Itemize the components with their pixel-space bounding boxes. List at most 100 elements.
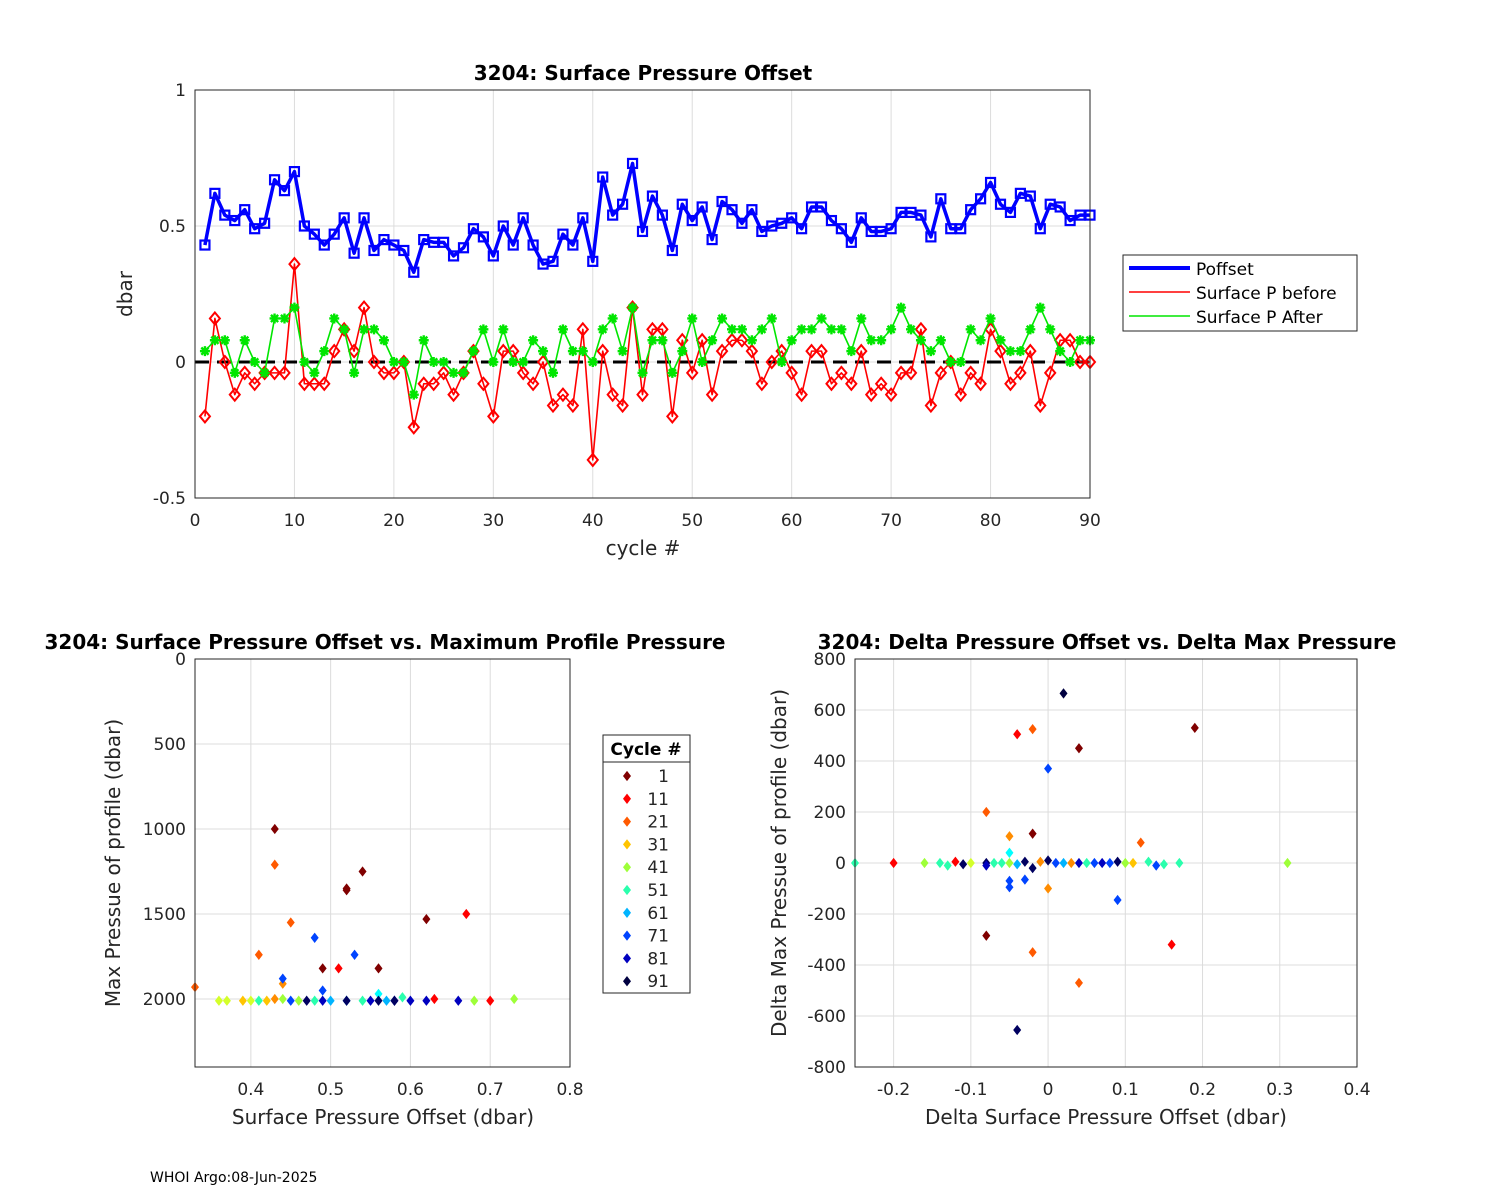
surface-p-after-point [836,324,847,335]
surface-p-after-point [995,335,1006,346]
poffset-point [1054,201,1066,213]
poffset-point [318,239,330,251]
cycle-legend-label: 91 [647,972,669,992]
top-y-axis-label: dbar [113,270,137,317]
cycle-legend-marker [622,793,632,804]
surface-p-before-point [238,365,252,381]
delta-scatter-point [1098,857,1107,869]
cycle-legend-label: 1 [658,767,669,787]
delta-scatter-point [1044,855,1053,866]
poffset-point [885,223,897,235]
delta-scatter-point [1028,862,1037,874]
bottom-right-x-axis-label: Delta Surface Pressure Offset (dbar) [925,1105,1287,1129]
poffset-point [229,214,241,227]
surface-p-after-point [667,367,678,378]
poffset-point [239,204,251,216]
top-x-tick-label: 50 [681,511,703,531]
surface-p-before-point [795,387,808,403]
scatter-point [422,995,431,1006]
poffset-point [676,198,688,210]
bottom-left-y-tick-label: 0 [175,650,186,670]
poffset-point [1034,223,1046,235]
surface-p-after-point [617,346,628,357]
poffset-point [408,266,420,278]
surface-p-after-point [1005,346,1016,357]
surface-p-after-point [199,346,210,357]
legend-label-surface-p-after: Surface P After [1196,308,1323,328]
bottom-left-y-tick-label: 2000 [143,990,186,1010]
surface-p-before-point [586,452,600,468]
scatter-point [318,963,327,974]
surface-p-after-point [637,367,648,378]
poffset-point [358,212,370,224]
cycle-legend-marker [622,907,632,918]
surface-p-before-point [636,387,649,403]
scatter-point [286,995,295,1006]
cycle-legend-marker [622,884,632,896]
surface-p-after-point [428,357,439,367]
scatter-point [350,949,359,960]
surface-p-before-point [1043,365,1057,381]
poffset-point [547,255,559,267]
bottom-left-points [190,823,519,1006]
poffset-point [666,244,678,257]
scatter-point [398,992,407,1003]
surface-p-after-point [657,335,668,346]
surface-p-after-point [1055,346,1066,357]
surface-p-after-point [906,324,916,335]
surface-p-after-point [259,367,270,378]
top-axes-box [194,89,1091,499]
surface-p-after-point [349,367,360,378]
surface-p-after-point [746,335,757,346]
poffset-point [259,217,271,229]
scatter-point [286,917,295,928]
surface-p-before-point [487,408,500,424]
top-x-tick-label: 80 [980,511,1002,531]
surface-p-after-point [209,335,220,346]
bottom-right-chart: 3204: Delta Pressure Offset vs. Delta Ma… [767,630,1396,1129]
bottom-right-y-tick-label: 0 [835,854,846,874]
delta-scatter-point [966,857,975,869]
poffset-point [338,212,350,224]
delta-scatter-point [1074,743,1083,754]
surface-p-after-point [458,367,469,378]
surface-p-after-point [647,335,658,346]
surface-p-before-point [854,343,868,359]
footer-credit: WHOI Argo:08-Jun-2025 [150,1170,317,1186]
bottom-right-y-tick-label: 600 [814,701,846,721]
poffset-point [955,223,967,235]
delta-scatter-point [889,857,898,869]
poffset-point [984,176,997,189]
cycle-legend-marker [622,862,632,873]
surface-p-before-point [685,365,699,381]
poffset-point [994,198,1007,210]
bottom-right-x-tick-label: 0.2 [1189,1080,1216,1100]
surface-p-after-point [359,324,370,335]
surface-p-after-point [826,324,837,335]
surface-p-before-point [387,365,401,381]
surface-p-before-point [974,376,987,392]
delta-scatter-point [1005,831,1014,842]
surface-p-after-point [975,335,986,346]
surface-p-before-point [288,256,301,272]
poffset-point [328,228,340,240]
surface-p-before-point [845,376,858,392]
bottom-left-y-axis-label: Max Pressue of profile (dbar) [101,719,125,1007]
surface-p-after-point [1065,357,1076,367]
delta-scatter-point [1028,828,1037,839]
surface-p-after-point [219,335,230,346]
surface-p-before-point [477,376,490,392]
bottom-left-axes-box [194,658,571,1068]
surface-p-after-point [538,346,549,357]
poffset-point [855,212,867,224]
surface-p-after-point [717,313,728,324]
top-legend: Poffset Surface P before Surface P After [1122,254,1358,332]
delta-scatter-point [1005,882,1014,893]
top-series [198,157,1097,468]
surface-p-after-point [299,357,310,367]
surface-p-before-point [228,387,242,403]
series-surface-p-before [198,256,1097,468]
surface-p-after-point [478,324,489,335]
cycle-legend-marker [622,816,632,827]
